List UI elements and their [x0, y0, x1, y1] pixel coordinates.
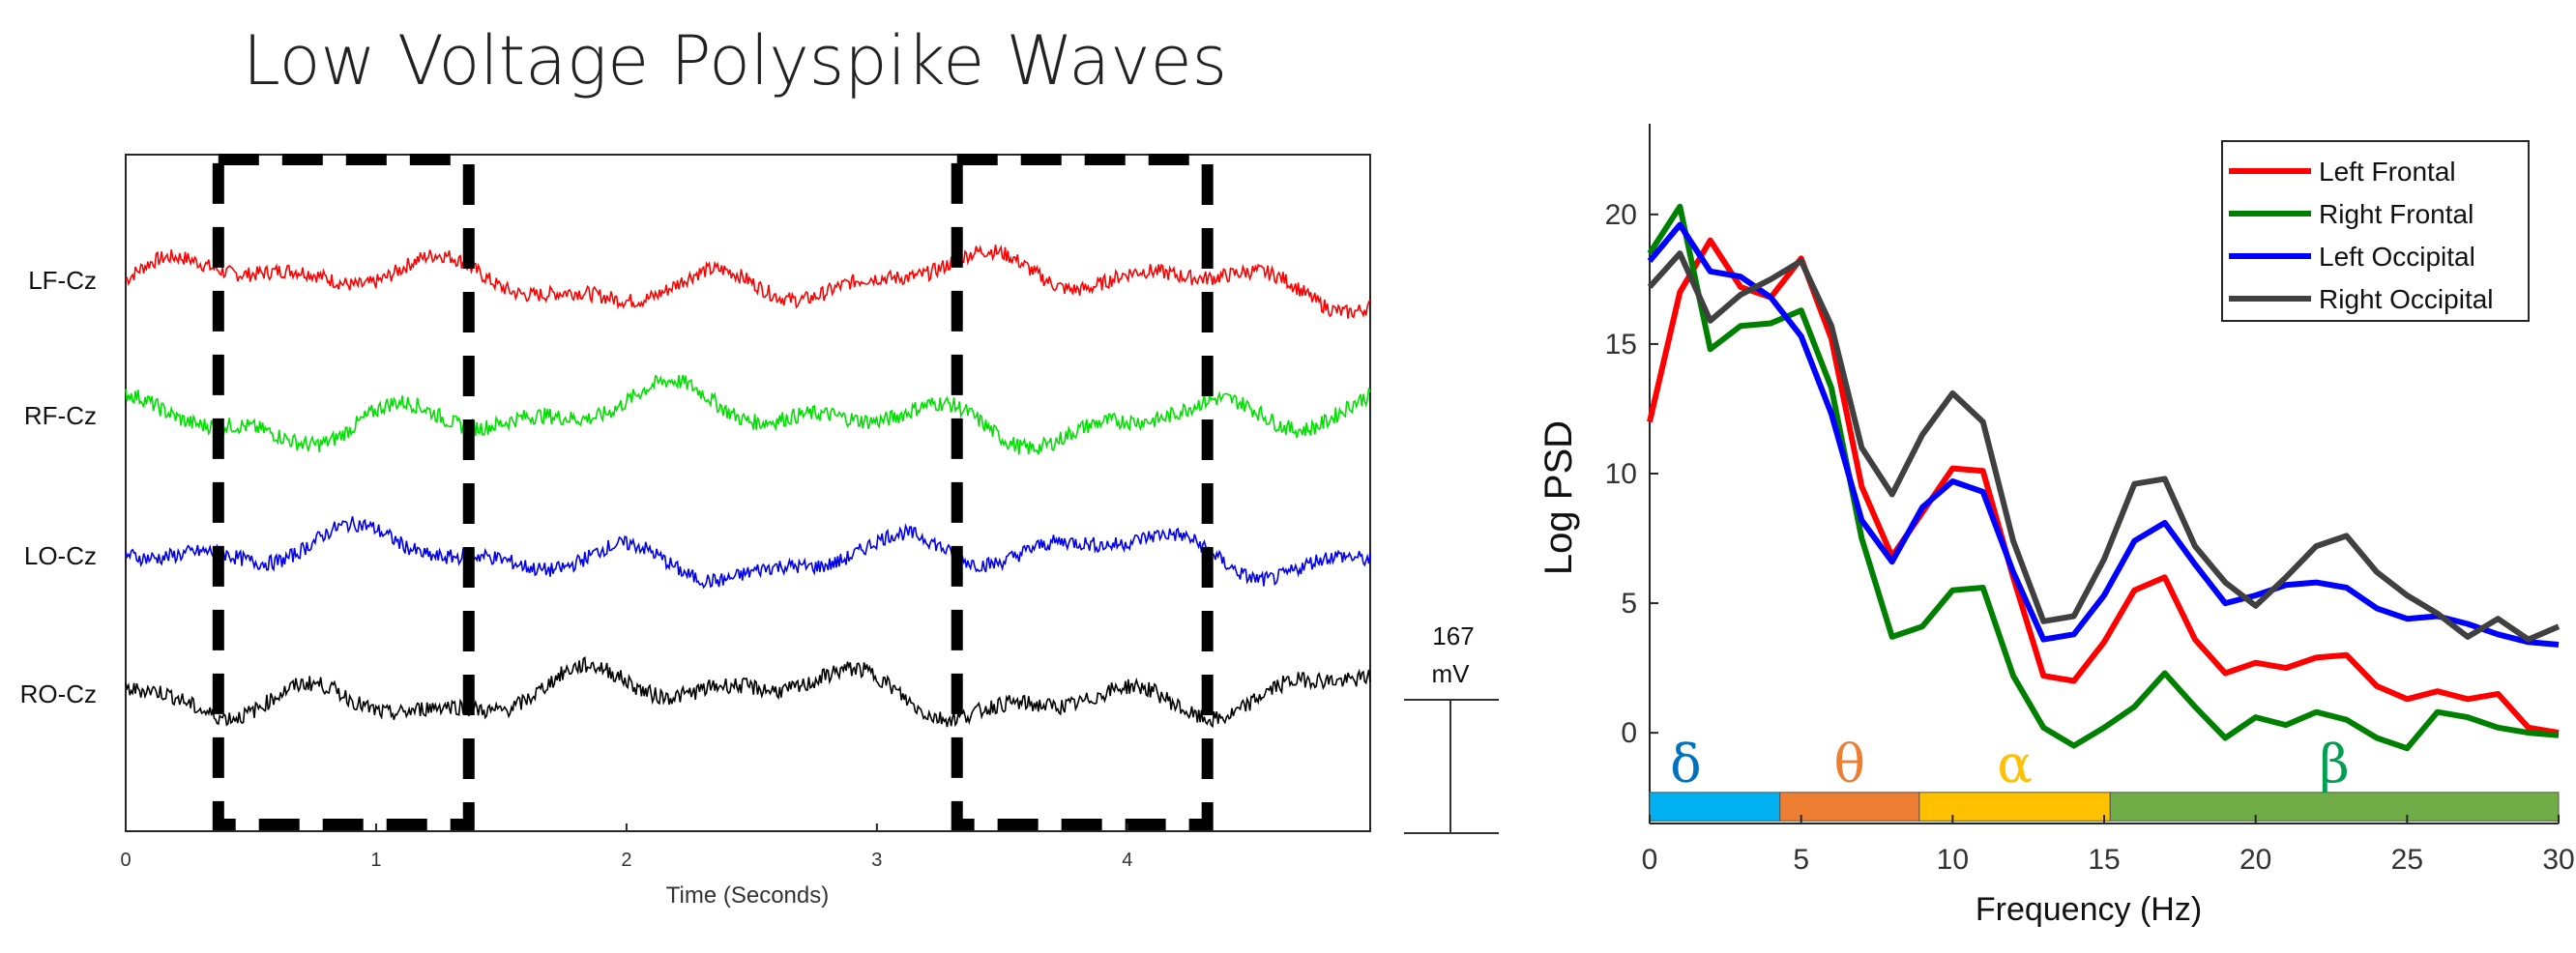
psd-y-tick-label: 15: [1605, 329, 1637, 361]
eeg-x-tick-label: 0: [120, 850, 131, 871]
legend-entry-3: Left Occipital: [2319, 242, 2475, 272]
psd-line-left-occipital: [1647, 221, 2560, 648]
scale-bar-value: 167: [1432, 621, 1474, 650]
band-bar-4: [2109, 792, 2560, 822]
band-symbol-2: θ: [1834, 734, 1866, 794]
eeg-panel: LF-Cz RF-Cz LO-Cz RO-Cz 0 1 2 3 4 Time (Seconds…: [20, 154, 1499, 909]
psd-y-tick-label: 0: [1621, 717, 1637, 749]
legend-entry-1: Left Frontal: [2319, 157, 2456, 187]
psd-lines: [1647, 203, 2561, 752]
eeg-trace-rf-cz: [125, 374, 1371, 455]
band-symbol-1: δ: [1670, 734, 1702, 794]
psd-x-tick-label: 15: [2088, 844, 2120, 876]
psd-panel: δ θ α β 0 5 10 15 20 25 30 0 5 10 15 20 Frequency (Hz…: [1537, 124, 2575, 928]
psd-x-tick-label: 0: [1642, 844, 1658, 876]
eeg-x-tick-label: 1: [370, 850, 381, 871]
eeg-channel-labels: LF-Cz RF-Cz LO-Cz RO-Cz: [20, 266, 97, 708]
psd-line-right-frontal: [1647, 203, 2560, 752]
eeg-x-tick-label: 4: [1122, 850, 1132, 871]
eeg-x-tick-label: 3: [871, 850, 882, 871]
psd-line-right-occipital: [1647, 250, 2561, 643]
psd-y-axis-label: Log PSD: [1537, 420, 1580, 575]
psd-y-tick-label: 20: [1605, 199, 1637, 231]
psd-y-tick-label: 10: [1605, 458, 1637, 490]
band-symbol-4: β: [2320, 734, 2350, 794]
eeg-plot-frame: [125, 154, 1371, 832]
channel-label-ro-cz: RO-Cz: [20, 679, 97, 708]
band-bar-3: [1918, 792, 2111, 822]
band-bar-2: [1779, 792, 1920, 822]
psd-y-tick-label: 5: [1621, 588, 1637, 620]
channel-label-lf-cz: LF-Cz: [28, 266, 97, 295]
psd-x-tick-label: 25: [2391, 844, 2423, 876]
page-title: Low Voltage Polyspike Waves: [242, 21, 1228, 101]
psd-x-tick-label: 20: [2239, 844, 2271, 876]
scale-bar-unit: mV: [1432, 659, 1471, 688]
eeg-highlight-windows: [212, 154, 1214, 830]
psd-x-tick-label: 30: [2542, 844, 2574, 876]
eeg-traces: [125, 244, 1371, 729]
highlight-window-1: [212, 154, 475, 830]
eeg-x-tick-label: 2: [621, 850, 631, 871]
eeg-x-axis-label: Time (Seconds): [666, 882, 830, 909]
psd-x-ticks: 0 5 10 15 20 25 30: [1642, 815, 2575, 876]
legend-entry-2: Right Frontal: [2319, 199, 2474, 229]
psd-x-tick-label: 5: [1793, 844, 1809, 876]
legend-entry-4: Right Occipital: [2319, 284, 2494, 314]
eeg-trace-ro-cz: [125, 655, 1371, 729]
voltage-scale-bar: 167 mV: [1404, 621, 1499, 834]
eeg-x-ticks: 0 1 2 3 4: [120, 823, 1132, 871]
highlight-window-2: [951, 154, 1214, 830]
psd-y-ticks: 0 5 10 15 20: [1605, 199, 1658, 749]
channel-label-lo-cz: LO-Cz: [24, 541, 97, 570]
eeg-trace-lf-cz: [125, 244, 1371, 319]
psd-x-tick-label: 10: [1937, 844, 1969, 876]
band-symbol-3: α: [1997, 734, 2032, 794]
psd-x-axis-label: Frequency (Hz): [1976, 891, 2202, 928]
channel-label-rf-cz: RF-Cz: [24, 401, 97, 430]
band-bar-1: [1649, 792, 1781, 822]
psd-legend: Left Frontal Right Frontal Left Occipital R…: [2221, 140, 2530, 322]
eeg-trace-lo-cz: [125, 516, 1371, 590]
